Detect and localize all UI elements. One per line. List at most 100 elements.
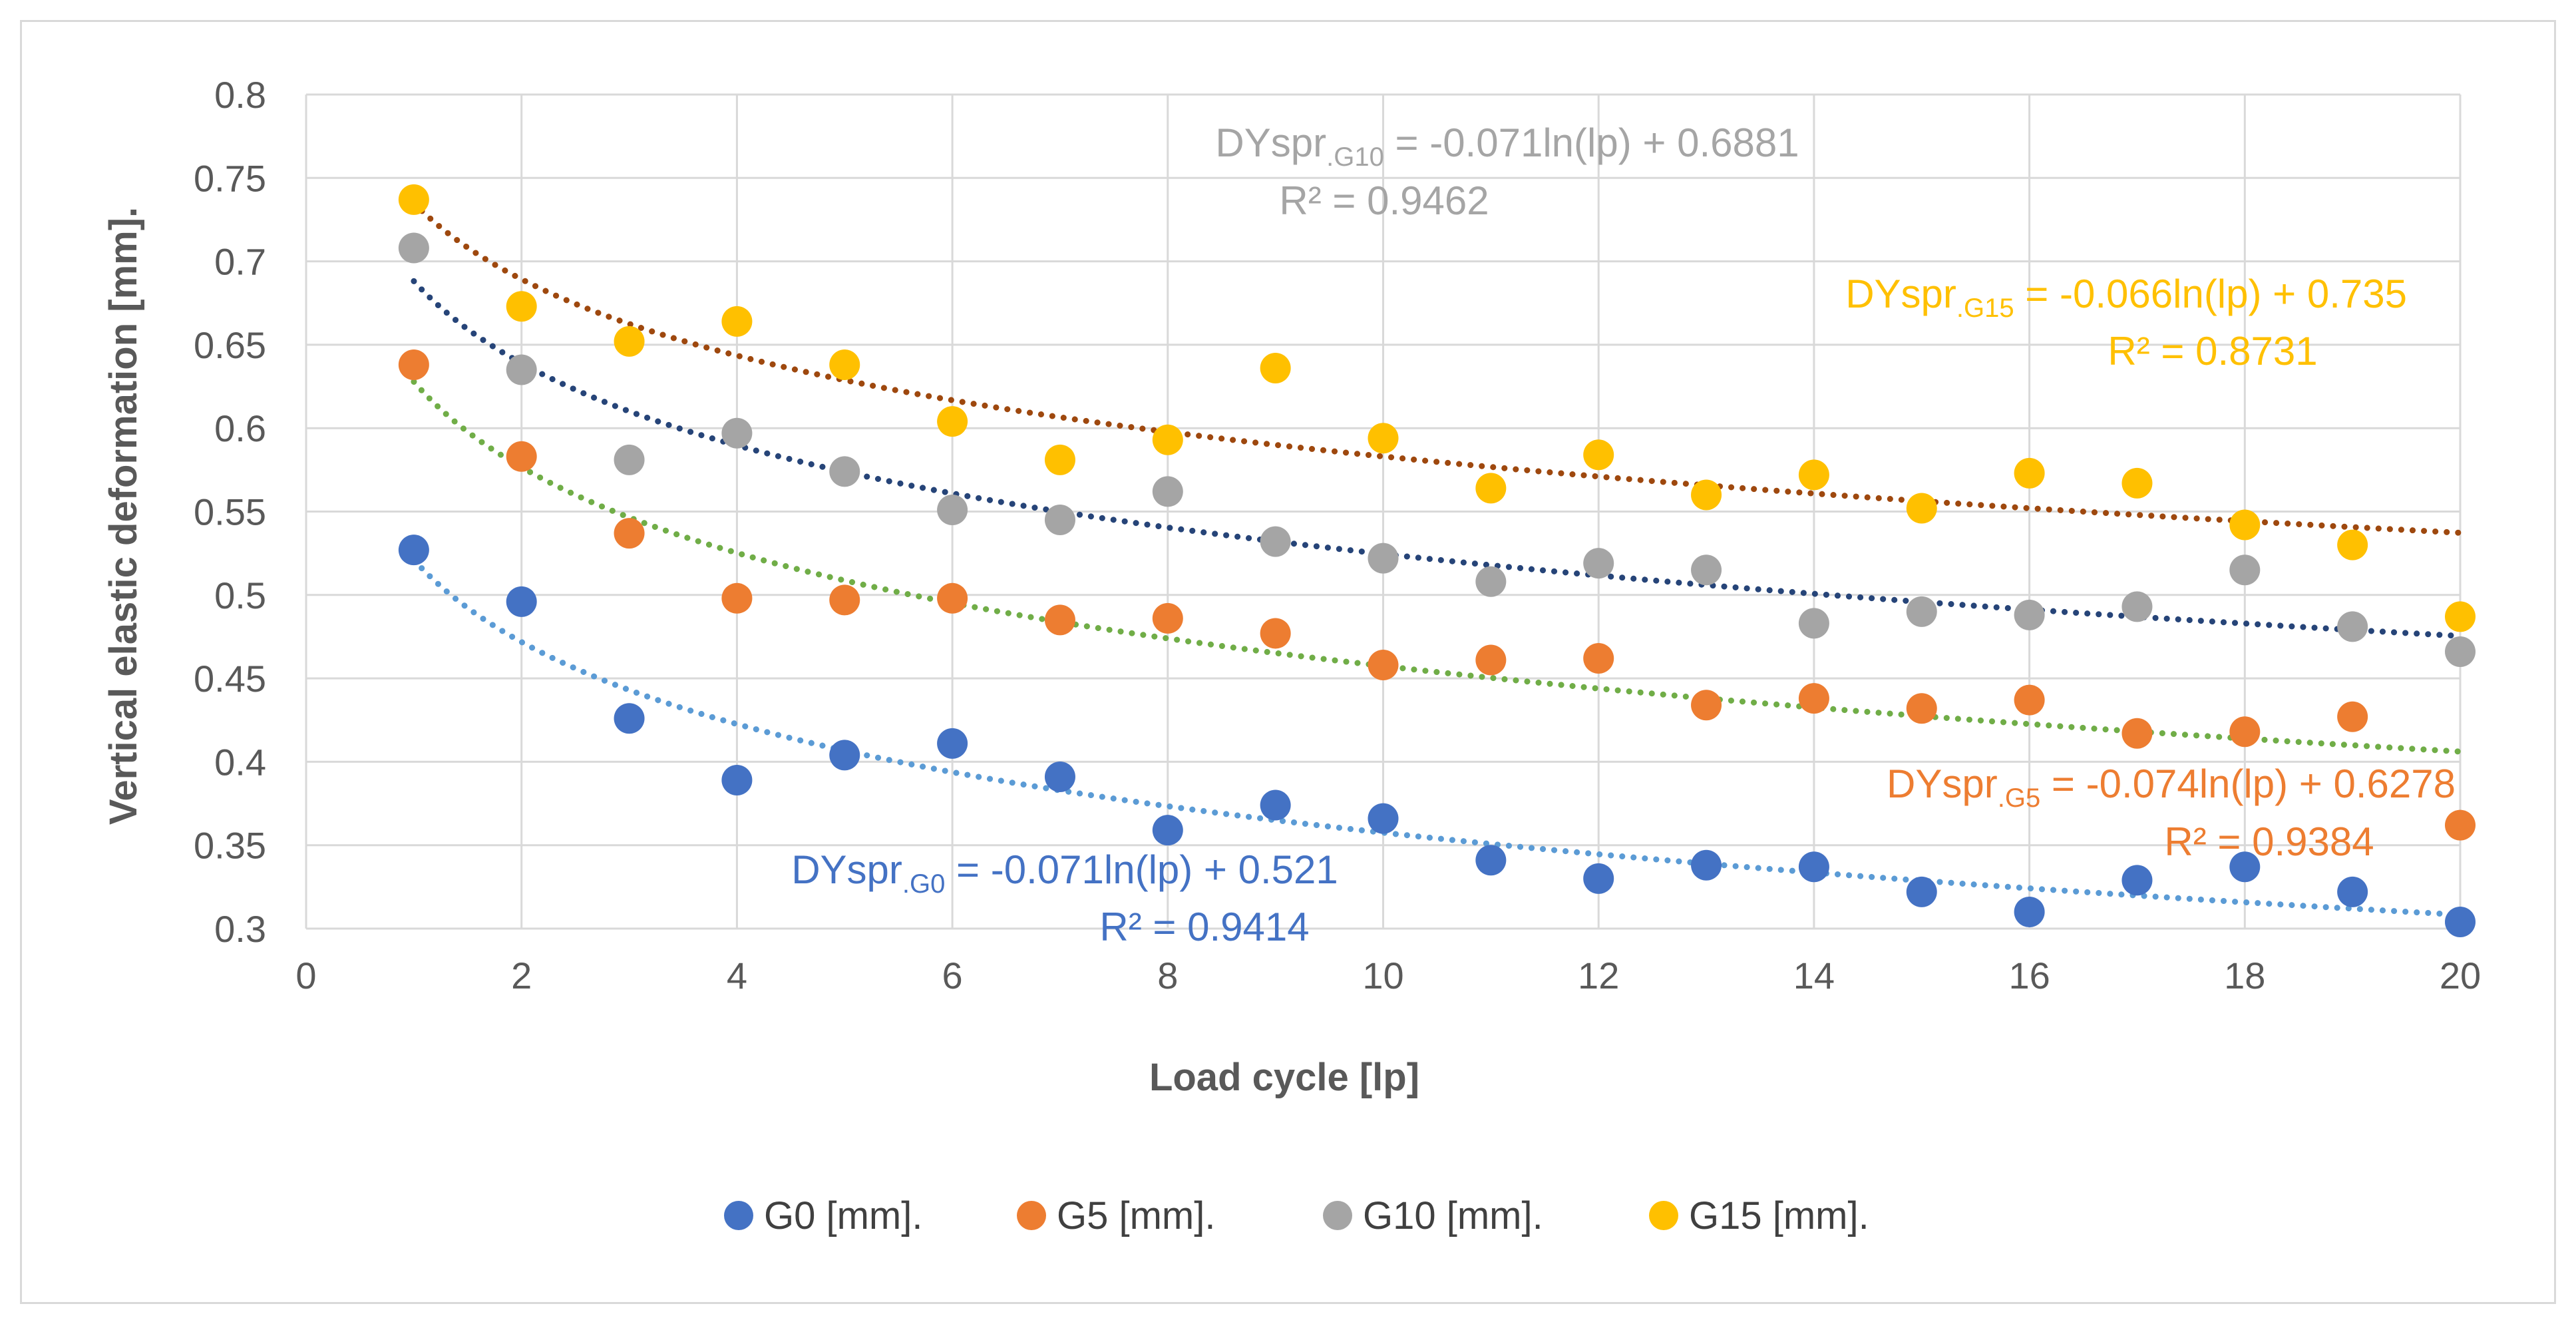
data-point [2121, 467, 2153, 499]
data-point [721, 306, 753, 337]
data-point [2014, 684, 2045, 716]
data-point [1152, 476, 1183, 507]
data-point [1798, 851, 1829, 883]
data-point [1044, 761, 1075, 792]
y-tick-label: 0.3 [214, 908, 266, 950]
trendline-equations: DYspr.G0 = -0.071ln(lp) + 0.521 R² = 0.94… [791, 120, 2456, 949]
data-point [1368, 803, 1399, 834]
data-point [398, 232, 429, 264]
data-point [2014, 599, 2045, 630]
data-point [829, 584, 860, 616]
data-point [1152, 815, 1183, 846]
legend-marker [1017, 1201, 1046, 1230]
data-point [2014, 457, 2045, 489]
data-point [937, 582, 968, 614]
data-point [2445, 601, 2476, 632]
data-point [1798, 608, 1829, 639]
data-point [1906, 876, 1937, 907]
data-point [1044, 604, 1075, 636]
data-point [1583, 643, 1614, 674]
x-tick-label: 8 [1157, 955, 1178, 996]
data-point [1691, 690, 1722, 721]
data-point [506, 586, 537, 617]
data-point [2337, 701, 2368, 732]
trendlines [411, 200, 2464, 918]
legend-label: G15 [mm]. [1689, 1194, 1869, 1237]
r-squared-label: R² = 0.9384 [2164, 819, 2374, 864]
data-point [721, 582, 753, 614]
data-point [2229, 851, 2261, 883]
equation-label: DYspr.G15 = -0.066ln(lp) + 0.735 [1845, 272, 2407, 323]
data-point [1798, 459, 1829, 491]
x-tick-label: 2 [511, 955, 532, 996]
data-points [398, 184, 2476, 937]
data-point [1583, 439, 1614, 471]
data-point [2445, 636, 2476, 668]
data-point [829, 456, 860, 487]
r-squared-label: R² = 0.9462 [1279, 178, 1489, 223]
data-point [721, 764, 753, 795]
equation-label: DYspr.G10 = -0.071ln(lp) + 0.6881 [1215, 120, 1799, 172]
data-point [1368, 650, 1399, 681]
data-point [1583, 863, 1614, 894]
y-tick-label: 0.5 [214, 574, 266, 616]
data-point [1906, 693, 1937, 724]
legend-marker [1323, 1201, 1352, 1230]
data-point [721, 417, 753, 449]
data-point [398, 349, 429, 380]
legend-label: G5 [mm]. [1057, 1194, 1215, 1237]
x-tick-label: 10 [1362, 955, 1403, 996]
x-tick-label: 12 [1578, 955, 1619, 996]
r-squared-label: R² = 0.9414 [1099, 905, 1309, 949]
data-point [614, 326, 645, 357]
data-point [1691, 849, 1722, 881]
x-axis-title: Load cycle [lp] [1149, 1056, 1419, 1099]
x-tick-label: 4 [727, 955, 747, 996]
data-point [506, 354, 537, 385]
data-point [1906, 596, 1937, 627]
data-point [937, 494, 968, 525]
data-point [2121, 591, 2153, 622]
data-point [614, 518, 645, 549]
trendline [411, 200, 2464, 536]
data-point [1260, 789, 1291, 821]
data-point [1260, 526, 1291, 557]
data-point [2229, 554, 2261, 586]
y-tick-label: 0.4 [214, 741, 266, 783]
y-tick-label: 0.45 [194, 658, 266, 700]
legend-marker [1649, 1201, 1678, 1230]
data-point [829, 740, 860, 771]
trendline [411, 556, 2464, 918]
trendline [411, 379, 2464, 755]
data-point [2014, 896, 2045, 927]
data-point [1044, 444, 1075, 475]
y-tick-label: 0.6 [214, 407, 266, 449]
data-point [614, 444, 645, 475]
legend-marker [724, 1201, 753, 1230]
x-tick-label: 20 [2440, 955, 2481, 996]
data-point [398, 535, 429, 566]
data-point [1368, 543, 1399, 574]
data-point [1691, 479, 1722, 511]
data-point [2445, 906, 2476, 937]
legend-label: G0 [mm]. [764, 1194, 922, 1237]
data-point [2121, 718, 2153, 749]
equation-label: DYspr.G0 = -0.071ln(lp) + 0.521 [791, 847, 1338, 899]
data-point [1475, 845, 1507, 876]
r-squared-label: R² = 0.8731 [2108, 329, 2317, 373]
x-tick-label: 16 [2008, 955, 2050, 996]
data-point [506, 441, 537, 472]
y-tick-label: 0.8 [214, 74, 266, 116]
equation-label: DYspr.G5 = -0.074ln(lp) + 0.6278 [1887, 762, 2456, 813]
data-point [1044, 505, 1075, 536]
x-tick-label: 18 [2224, 955, 2265, 996]
data-point [1260, 618, 1291, 649]
x-tick-label: 0 [295, 955, 316, 996]
data-point [2229, 509, 2261, 541]
data-point [829, 349, 860, 380]
x-tick-label: 6 [942, 955, 963, 996]
data-point [1475, 644, 1507, 676]
x-axis-ticks: 0 2 4 6 8 10 12 14 16 18 20 [295, 955, 2481, 996]
y-axis-ticks: 0.3 0.35 0.4 0.45 0.5 0.55 0.6 0.65 0.7 0.75 0.8 [194, 74, 266, 950]
